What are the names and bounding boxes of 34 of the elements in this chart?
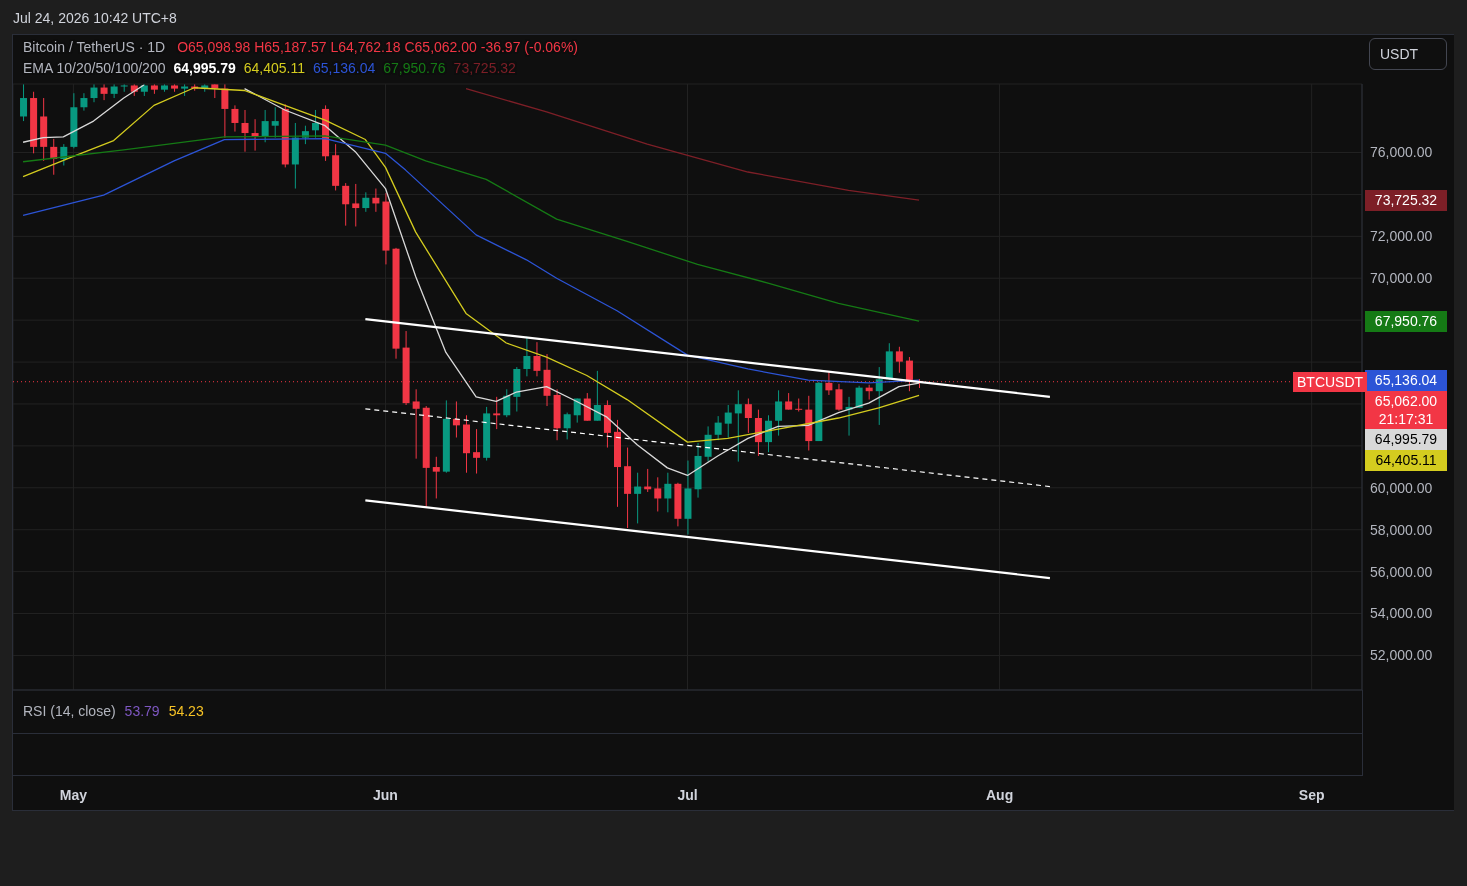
text: 65,136.04 [313,60,376,76]
text: 65,136.04 [1365,369,1447,390]
text: Jul 24, 2026 10:42 UTC+8 [13,10,177,26]
y-tick-label: 58,000.00 [1370,521,1433,538]
x-tick-label: May [59,786,88,803]
y-tick-label: 52,000.00 [1370,647,1433,664]
text: 65,062.00 [1373,391,1439,411]
y-tick-label: 60,000.00 [1370,479,1433,496]
x-tick-label: Jun [373,786,398,803]
currency-button: USDT [1369,38,1447,70]
text: RSI (14, close) [23,703,116,719]
y-tick-label: 76,000.00 [1370,144,1433,161]
text: 67,950.76 [1365,310,1447,331]
text: 54.23 [168,703,204,719]
text: 64,995.79 [1365,428,1447,449]
text: 73,725.32 [453,60,516,76]
text: 64,405.11 [243,60,305,76]
y-tick-label: 70,000.00 [1370,270,1433,287]
text: 73,725.32 [1365,189,1447,210]
text: EMA 10/20/50/100/200 [23,60,166,76]
y-tick-label: 54,000.00 [1370,605,1433,622]
text: 67,950.76 [383,60,446,76]
chart-title: Bitcoin / TetherUS · 1D [23,39,166,55]
x-tick-label: Jul [677,786,698,803]
text: 64,405.11 [1365,449,1447,470]
text: O65,098.98 H65,187.57 L64,762.18 C65,062.00 -36.97 (-0.06%) [177,39,578,55]
x-tick-label: Sep [1298,786,1325,803]
x-tick-label: Aug [985,786,1014,803]
text: 64,995.79 [173,60,236,76]
ref-line-label: BTCUSDT [1293,371,1368,392]
text: 53.79 [124,703,160,719]
text: 21:17:31 [1377,410,1435,427]
y-tick-label: 72,000.00 [1370,228,1433,245]
y-tick-label: 56,000.00 [1370,563,1433,580]
